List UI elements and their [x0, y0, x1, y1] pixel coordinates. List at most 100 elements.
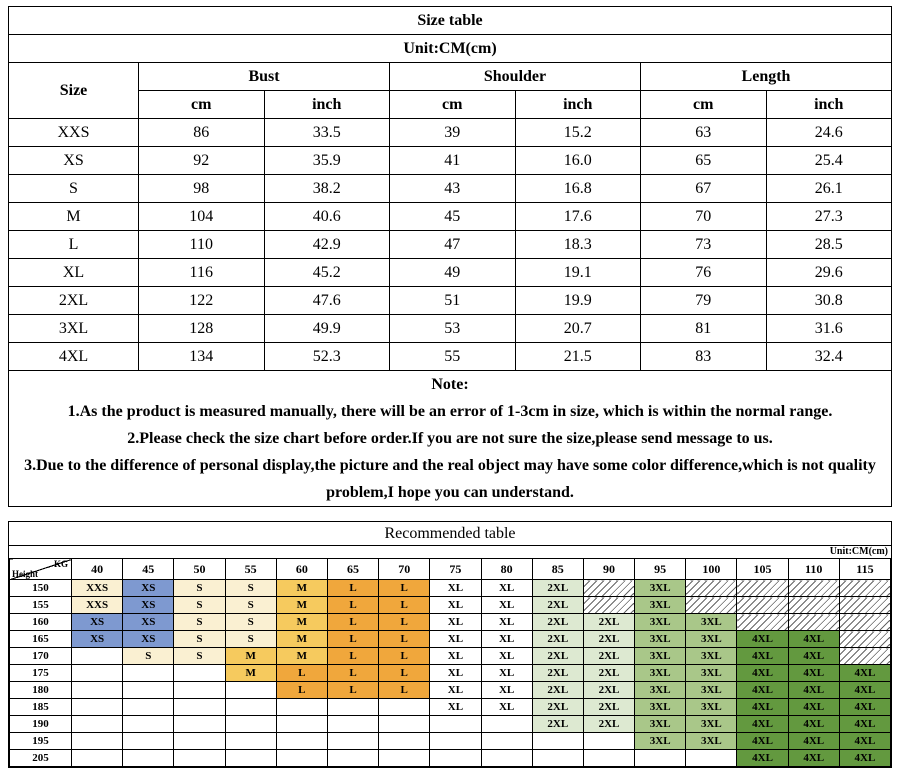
measurement-value: 15.2	[514, 118, 641, 147]
recommended-size-cell: S	[224, 630, 277, 648]
size-row-XS: XS 92 35.9 41 16.0 65 25.4	[8, 146, 892, 175]
empty-cell	[531, 732, 584, 750]
recommended-size-cell: 4XL	[736, 681, 789, 699]
recommended-size-cell: L	[378, 596, 431, 614]
measurement-value: 134	[138, 342, 265, 371]
size-table-title-row: Size table	[8, 6, 892, 35]
recommended-size-cell: 4XL	[787, 698, 840, 716]
measurement-value: 67	[640, 174, 767, 203]
not-available-cell	[787, 613, 840, 631]
empty-cell	[582, 749, 636, 767]
recommended-size-cell: 3XL	[634, 664, 687, 682]
measurement-value: 122	[138, 286, 265, 315]
measurement-value: 25.4	[765, 146, 892, 175]
not-available-cell	[736, 613, 789, 631]
recommended-size-cell: 2XL	[531, 647, 584, 665]
recommended-size-cell: 3XL	[685, 715, 738, 733]
measurement-value: 73	[640, 230, 767, 259]
recommended-size-cell: 3XL	[685, 630, 738, 648]
not-available-cell	[838, 613, 892, 631]
not-available-cell	[838, 579, 892, 597]
size-table: Size table Unit:CM(cm) Size Bust Shoulde…	[8, 6, 892, 507]
recommended-size-cell: 2XL	[582, 715, 636, 733]
recommended-size-cell: M	[275, 647, 328, 665]
not-available-cell	[685, 579, 738, 597]
size-label: XL	[8, 258, 139, 287]
recommended-size-cell: L	[378, 681, 431, 699]
recommended-table-title: Recommended table	[9, 522, 891, 546]
empty-cell	[326, 715, 380, 733]
height-label: 160	[9, 613, 72, 631]
recommended-size-cell: XS	[70, 630, 124, 648]
recommended-size-cell: 3XL	[634, 647, 687, 665]
measurement-value: 39	[389, 118, 516, 147]
measurement-value: 32.4	[765, 342, 892, 371]
measurement-value: 40.6	[263, 202, 390, 231]
measurement-value: 41	[389, 146, 516, 175]
note-line: 3.Due to the difference of personal disp…	[24, 457, 876, 501]
recommended-size-cell: 4XL	[787, 715, 840, 733]
weight-header: 95	[634, 558, 687, 580]
recommended-size-cell: 3XL	[685, 613, 738, 631]
recommended-size-cell: 2XL	[531, 579, 584, 597]
measurement-value: 116	[138, 258, 265, 287]
recommended-size-cell: S	[122, 647, 175, 665]
recommended-size-cell: 3XL	[634, 596, 687, 614]
size-row-3XL: 3XL 128 49.9 53 20.7 81 31.6	[8, 314, 892, 343]
empty-cell	[173, 698, 226, 716]
not-available-cell	[787, 579, 840, 597]
size-label: L	[8, 230, 139, 259]
not-available-cell	[685, 596, 738, 614]
recommended-row-185: 185 XL XL 2XL 2XL 3XL 3XL 4XL 4XL 4XL	[9, 698, 892, 716]
measurement-value: 47.6	[263, 286, 390, 315]
recommended-size-cell: 4XL	[736, 732, 789, 750]
recommended-size-cell: 2XL	[531, 715, 584, 733]
recommended-size-cell: 4XL	[736, 664, 789, 682]
recommended-size-cell: M	[224, 664, 277, 682]
recommended-size-cell: L	[378, 647, 431, 665]
weight-header: 50	[173, 558, 226, 580]
measurement-value: 83	[640, 342, 767, 371]
recommended-size-cell: 3XL	[634, 732, 687, 750]
recommended-row-165: 165 XS XS S S M L L XL XL 2XL 2XL 3XL 3XL 4XL 4XL	[9, 630, 892, 648]
recommended-size-cell: 2XL	[531, 681, 584, 699]
recommended-size-cell: L	[378, 630, 431, 648]
recommended-size-cell: 4XL	[736, 749, 789, 767]
size-table-subheader-row: cm inch cm inch cm inch	[9, 90, 892, 119]
measurement-value: 49	[389, 258, 516, 287]
recommended-size-cell: 3XL	[634, 715, 687, 733]
empty-cell	[378, 715, 431, 733]
not-available-cell	[736, 579, 789, 597]
empty-cell	[224, 749, 277, 767]
recommended-size-cell: M	[275, 596, 328, 614]
empty-cell	[122, 681, 175, 699]
empty-cell	[275, 698, 328, 716]
measurement-value: 86	[138, 118, 265, 147]
height-label: 205	[9, 749, 72, 767]
weight-header-row: KG Height 40 45 50 55 60 65 70 75 80 85 90 95 100 105…	[9, 558, 892, 580]
empty-cell	[531, 749, 584, 767]
recommended-size-cell: 2XL	[582, 630, 636, 648]
empty-cell	[122, 698, 175, 716]
empty-cell	[275, 749, 328, 767]
size-label: 3XL	[8, 314, 139, 343]
unit-subheader: cm	[640, 90, 767, 119]
measurement-value: 27.3	[765, 202, 892, 231]
empty-cell	[122, 664, 175, 682]
notes-row: Note: 1.As the product is measured manual…	[8, 370, 892, 507]
weight-header: 75	[429, 558, 482, 580]
recommended-size-cell: L	[326, 596, 380, 614]
empty-cell	[378, 749, 431, 767]
recommended-size-cell: L	[326, 647, 380, 665]
note-line: 2.Please check the size chart before ord…	[127, 430, 773, 447]
recommended-size-cell: S	[173, 596, 226, 614]
empty-cell	[70, 698, 124, 716]
recommended-size-cell: S	[224, 579, 277, 597]
recommended-size-cell: XL	[480, 698, 533, 716]
recommended-size-cell: XL	[429, 647, 482, 665]
note-line: Note:	[431, 376, 469, 393]
recommended-size-cell: 3XL	[634, 579, 687, 597]
recommended-size-cell: S	[224, 613, 277, 631]
recommended-size-cell: XL	[480, 613, 533, 631]
size-row-2XL: 2XL 122 47.6 51 19.9 79 30.8	[8, 286, 892, 315]
